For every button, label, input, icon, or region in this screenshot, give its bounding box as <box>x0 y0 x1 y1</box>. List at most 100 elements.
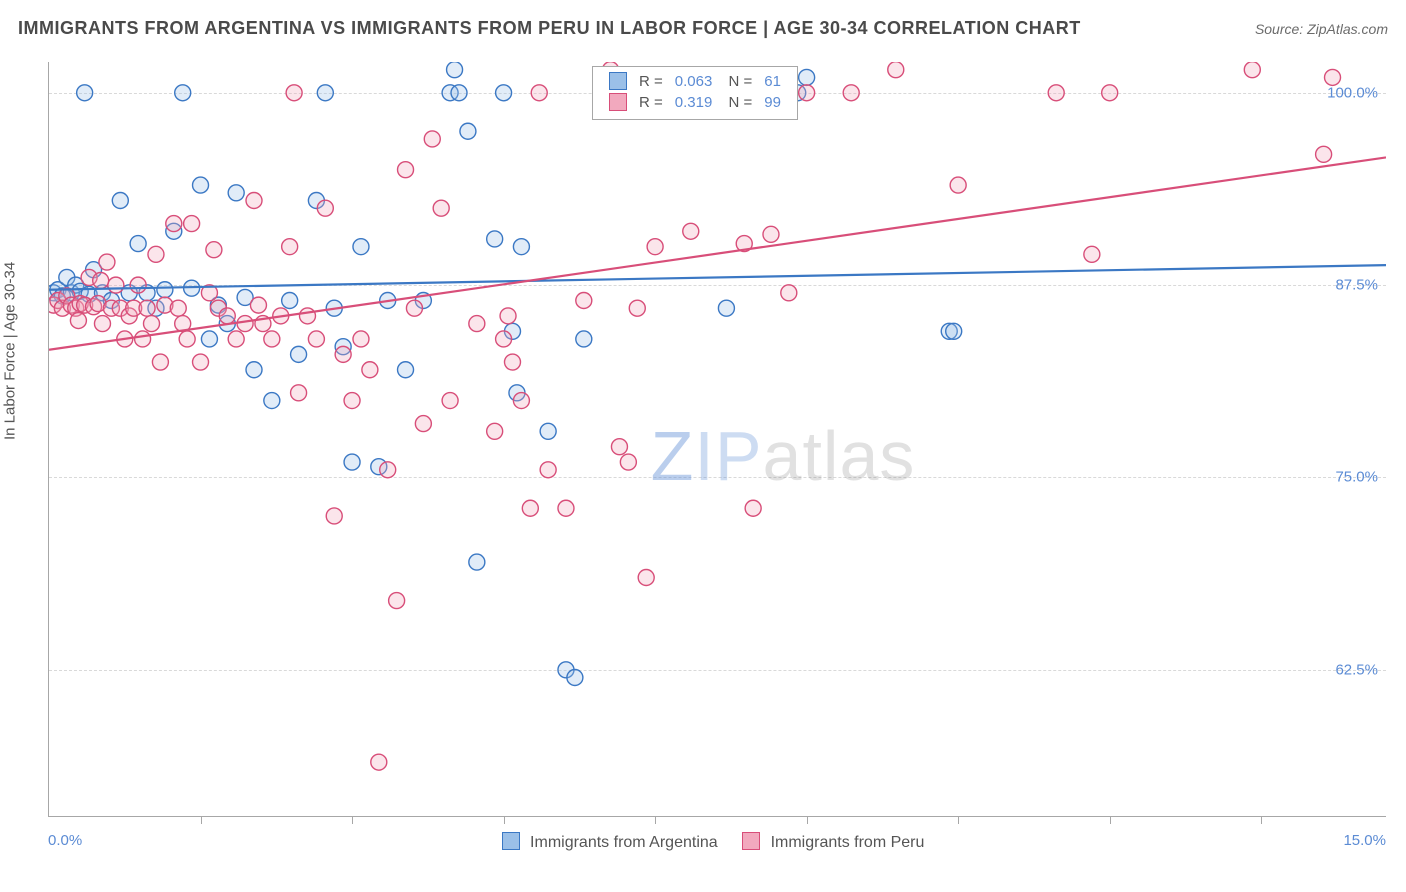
peru-n-value: 99 <box>758 92 787 113</box>
peru-trendline <box>49 157 1386 349</box>
peru-point <box>504 354 520 370</box>
argentina-trendline <box>49 265 1386 290</box>
peru-point <box>184 216 200 232</box>
peru-point <box>291 385 307 401</box>
peru-point <box>611 439 627 455</box>
peru-point <box>513 393 529 409</box>
peru-point <box>130 277 146 293</box>
argentina-point <box>513 239 529 255</box>
argentina-swatch-icon <box>609 72 627 90</box>
peru-point <box>166 216 182 232</box>
argentina-point <box>157 282 173 298</box>
peru-point <box>94 316 110 332</box>
peru-point <box>647 239 663 255</box>
x-tick <box>201 816 202 824</box>
peru-point <box>558 500 574 516</box>
peru-point <box>286 85 302 101</box>
x-tick <box>1110 816 1111 824</box>
peru-point <box>326 508 342 524</box>
peru-point <box>415 416 431 432</box>
x-tick <box>958 816 959 824</box>
peru-point <box>763 226 779 242</box>
peru-point <box>424 131 440 147</box>
argentina-legend-label: Immigrants from Argentina <box>530 834 718 851</box>
peru-point <box>179 331 195 347</box>
peru-point <box>540 462 556 478</box>
argentina-point <box>447 62 463 78</box>
peru-point <box>335 346 351 362</box>
peru-point <box>144 316 160 332</box>
argentina-point <box>567 670 583 686</box>
peru-point <box>950 177 966 193</box>
peru-r-value: 0.319 <box>669 92 719 113</box>
peru-point <box>433 200 449 216</box>
peru-point <box>1244 62 1260 78</box>
peru-point <box>139 300 155 316</box>
plot-area: ZIPatlas R = 0.063 N = 61 R = 0.319 N = … <box>48 62 1386 817</box>
peru-point <box>148 246 164 262</box>
peru-legend-label: Immigrants from Peru <box>771 834 925 851</box>
peru-point <box>317 200 333 216</box>
peru-point <box>246 192 262 208</box>
argentina-point <box>344 454 360 470</box>
argentina-point <box>112 192 128 208</box>
peru-point <box>500 308 516 324</box>
peru-point <box>99 254 115 270</box>
peru-swatch-icon <box>609 93 627 111</box>
peru-point <box>469 316 485 332</box>
peru-point <box>799 85 815 101</box>
peru-point <box>299 308 315 324</box>
peru-point <box>843 85 859 101</box>
legend-row-argentina: R = 0.063 N = 61 <box>603 71 787 92</box>
peru-point <box>522 500 538 516</box>
argentina-r-value: 0.063 <box>669 71 719 92</box>
peru-point <box>398 162 414 178</box>
peru-point <box>620 454 636 470</box>
argentina-swatch-icon <box>502 832 520 850</box>
peru-point <box>152 354 168 370</box>
argentina-point <box>264 393 280 409</box>
argentina-point <box>193 177 209 193</box>
argentina-point <box>201 331 217 347</box>
peru-point <box>683 223 699 239</box>
argentina-point <box>540 423 556 439</box>
peru-point <box>193 354 209 370</box>
argentina-point <box>77 85 93 101</box>
peru-point <box>1084 246 1100 262</box>
argentina-point <box>175 85 191 101</box>
argentina-point <box>451 85 467 101</box>
legend-row-peru: R = 0.319 N = 99 <box>603 92 787 113</box>
peru-point <box>531 85 547 101</box>
argentina-point <box>487 231 503 247</box>
argentina-point <box>317 85 333 101</box>
argentina-point <box>246 362 262 378</box>
peru-point <box>629 300 645 316</box>
series-legend: Immigrants from Argentina Immigrants fro… <box>0 832 1406 852</box>
chart-title: IMMIGRANTS FROM ARGENTINA VS IMMIGRANTS … <box>18 18 1081 39</box>
peru-point <box>219 308 235 324</box>
argentina-point <box>946 323 962 339</box>
peru-point <box>745 500 761 516</box>
peru-point <box>228 331 244 347</box>
peru-point <box>93 273 109 289</box>
source-label: Source: ZipAtlas.com <box>1255 21 1388 37</box>
y-axis-title: In Labor Force | Age 30-34 <box>2 262 19 440</box>
argentina-point <box>496 85 512 101</box>
peru-point <box>344 393 360 409</box>
peru-point <box>576 293 592 309</box>
argentina-point <box>228 185 244 201</box>
x-tick <box>352 816 353 824</box>
argentina-point <box>130 236 146 252</box>
correlation-legend: R = 0.063 N = 61 R = 0.319 N = 99 <box>592 66 798 120</box>
peru-point <box>371 754 387 770</box>
peru-point <box>1048 85 1064 101</box>
argentina-point <box>718 300 734 316</box>
argentina-point <box>353 239 369 255</box>
peru-point <box>380 462 396 478</box>
argentina-point <box>799 69 815 85</box>
peru-point <box>1102 85 1118 101</box>
peru-point <box>389 593 405 609</box>
argentina-point <box>282 293 298 309</box>
peru-point <box>135 331 151 347</box>
peru-point <box>250 297 266 313</box>
